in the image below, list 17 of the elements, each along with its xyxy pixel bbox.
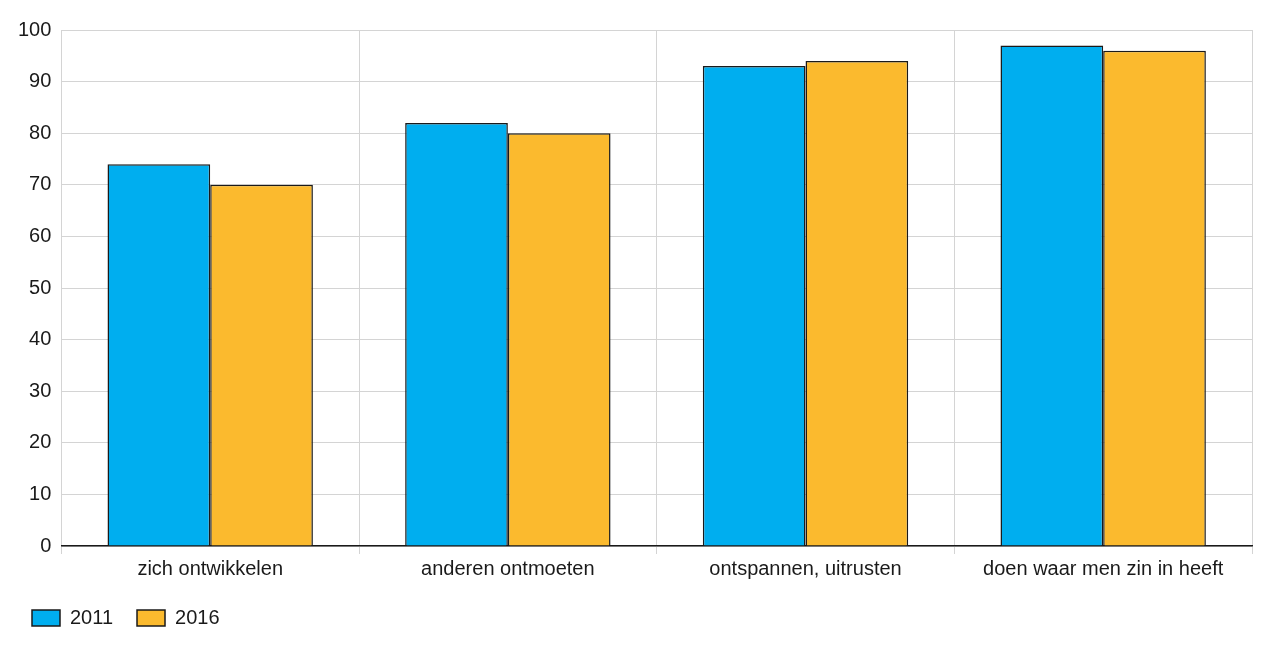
y-tick-label: 90 <box>29 69 52 92</box>
legend-label: 2016 <box>175 605 220 628</box>
y-tick-label: 80 <box>29 120 52 143</box>
y-tick-label: 0 <box>40 533 52 556</box>
x-tick-label: ontspannen, uitrusten <box>709 556 902 579</box>
y-tick-label: 100 <box>17 17 52 40</box>
y-tick-label: 10 <box>29 481 52 504</box>
legend-label: 2011 <box>70 605 114 628</box>
y-tick-label: 40 <box>29 327 52 350</box>
y-tick-label: 60 <box>29 223 52 246</box>
x-tick-label: doen waar men zin in heeft <box>983 556 1224 579</box>
y-tick-label: 20 <box>29 430 52 453</box>
x-tick-label: anderen ontmoeten <box>421 556 595 579</box>
x-tick-label: zich ontwikkelen <box>137 556 284 579</box>
y-tick-label: 70 <box>29 172 52 195</box>
y-tick-label: 30 <box>29 378 52 401</box>
y-tick-label: 50 <box>29 275 52 298</box>
